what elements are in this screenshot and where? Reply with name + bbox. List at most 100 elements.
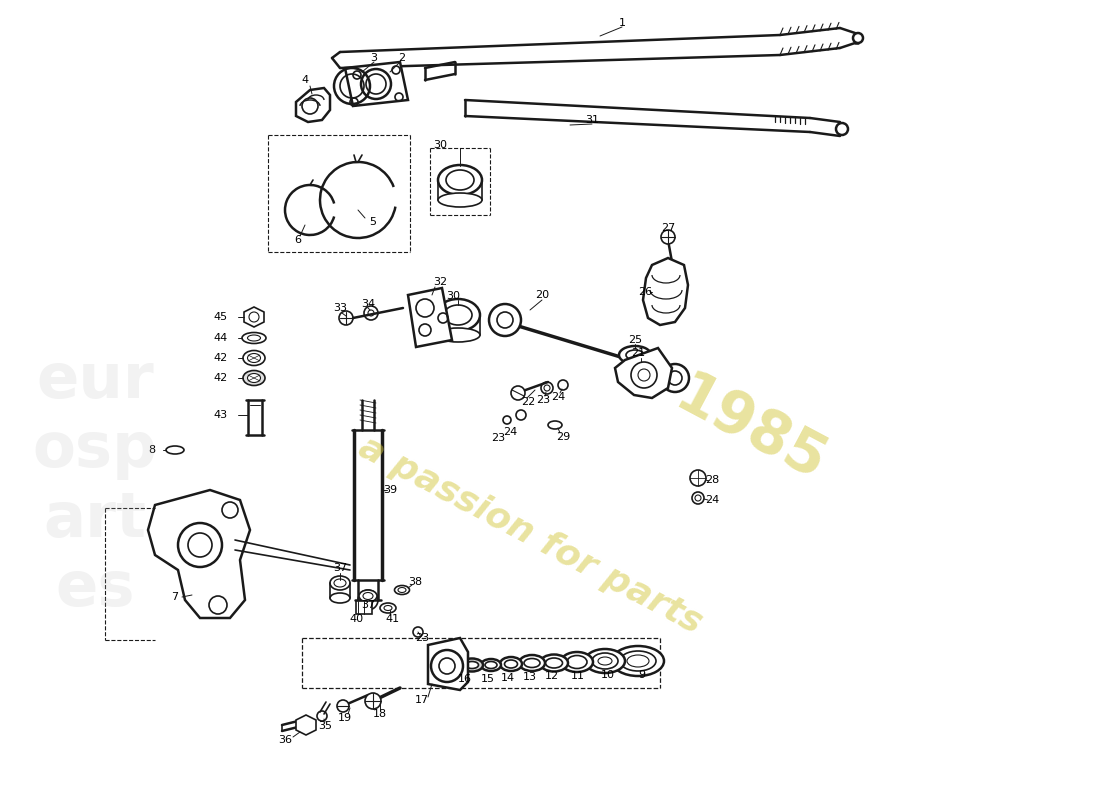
Text: 25: 25 [628,335,642,345]
Circle shape [490,304,521,336]
Circle shape [661,364,689,392]
Text: 17: 17 [415,695,429,705]
Text: 44: 44 [213,333,228,343]
Text: 41: 41 [385,614,399,624]
Text: 6: 6 [295,235,301,245]
Text: 37: 37 [333,563,348,573]
Text: 7: 7 [172,592,178,602]
Text: 13: 13 [522,672,537,682]
Circle shape [661,230,675,244]
Text: 2: 2 [398,53,406,63]
Text: 1: 1 [618,18,626,28]
Text: 39: 39 [383,485,397,495]
Ellipse shape [519,655,544,671]
Text: 35: 35 [318,721,332,731]
Ellipse shape [612,646,664,676]
Circle shape [852,33,864,43]
Text: 38: 38 [408,577,422,587]
Text: 36: 36 [278,735,292,745]
Ellipse shape [359,590,377,602]
Text: 21: 21 [631,348,645,358]
Ellipse shape [379,603,396,613]
Text: 30: 30 [446,291,460,301]
Circle shape [339,311,353,325]
Ellipse shape [461,658,483,671]
Text: 28: 28 [705,475,719,485]
Ellipse shape [592,653,618,669]
Ellipse shape [626,350,644,360]
Text: 4: 4 [301,75,309,85]
Ellipse shape [620,651,656,671]
Text: a passion for parts: a passion for parts [352,430,707,640]
Ellipse shape [395,586,409,594]
Text: 9: 9 [638,670,646,680]
Text: 29: 29 [556,432,570,442]
Ellipse shape [242,333,266,343]
Ellipse shape [438,165,482,195]
Text: 3: 3 [371,53,377,63]
Ellipse shape [243,350,265,366]
Circle shape [836,123,848,135]
Ellipse shape [248,354,261,362]
Text: 11: 11 [571,671,585,681]
Text: 5: 5 [370,217,376,227]
Text: 1985: 1985 [664,366,835,494]
Polygon shape [408,288,452,347]
Text: 16: 16 [458,674,472,684]
Ellipse shape [561,652,593,672]
Text: eur
osp
art
es: eur osp art es [33,351,157,619]
Ellipse shape [248,374,261,382]
Polygon shape [356,601,372,614]
Ellipse shape [438,193,482,207]
Text: 14: 14 [500,673,515,683]
Text: 32: 32 [433,277,447,287]
Text: 24: 24 [503,427,517,437]
Text: 42: 42 [213,353,228,363]
Ellipse shape [330,576,350,590]
Ellipse shape [548,421,562,429]
Text: 23: 23 [415,633,429,643]
Text: 37: 37 [361,600,375,610]
Polygon shape [345,62,408,106]
Circle shape [365,693,381,709]
Text: 24: 24 [705,495,719,505]
Polygon shape [148,490,250,618]
Polygon shape [296,715,316,735]
Ellipse shape [500,657,522,671]
Text: 33: 33 [333,303,346,313]
Circle shape [690,470,706,486]
Ellipse shape [243,370,265,386]
Text: 34: 34 [361,299,375,309]
Text: 42: 42 [213,373,228,383]
Ellipse shape [248,335,261,341]
Ellipse shape [446,170,474,190]
Text: 8: 8 [147,445,155,455]
Text: 24: 24 [551,392,565,402]
Polygon shape [615,348,672,398]
Text: 10: 10 [601,670,615,680]
Ellipse shape [540,654,568,671]
Text: 23: 23 [491,433,505,443]
Ellipse shape [436,299,480,331]
Ellipse shape [444,305,472,325]
Ellipse shape [465,662,478,669]
Polygon shape [644,258,688,325]
Text: 20: 20 [535,290,549,300]
Polygon shape [428,638,468,690]
Text: 30: 30 [433,140,447,150]
Text: 40: 40 [349,614,363,624]
Text: 19: 19 [338,713,352,723]
Ellipse shape [481,659,500,671]
Circle shape [337,700,349,712]
Ellipse shape [436,328,480,342]
Text: 27: 27 [661,223,675,233]
Text: 22: 22 [521,397,535,407]
Ellipse shape [585,649,625,673]
Text: 43: 43 [213,410,228,420]
Text: 23: 23 [536,395,550,405]
Text: 31: 31 [585,115,600,125]
Ellipse shape [166,446,184,454]
Polygon shape [244,307,264,327]
Circle shape [512,386,525,400]
Text: 12: 12 [544,671,559,681]
